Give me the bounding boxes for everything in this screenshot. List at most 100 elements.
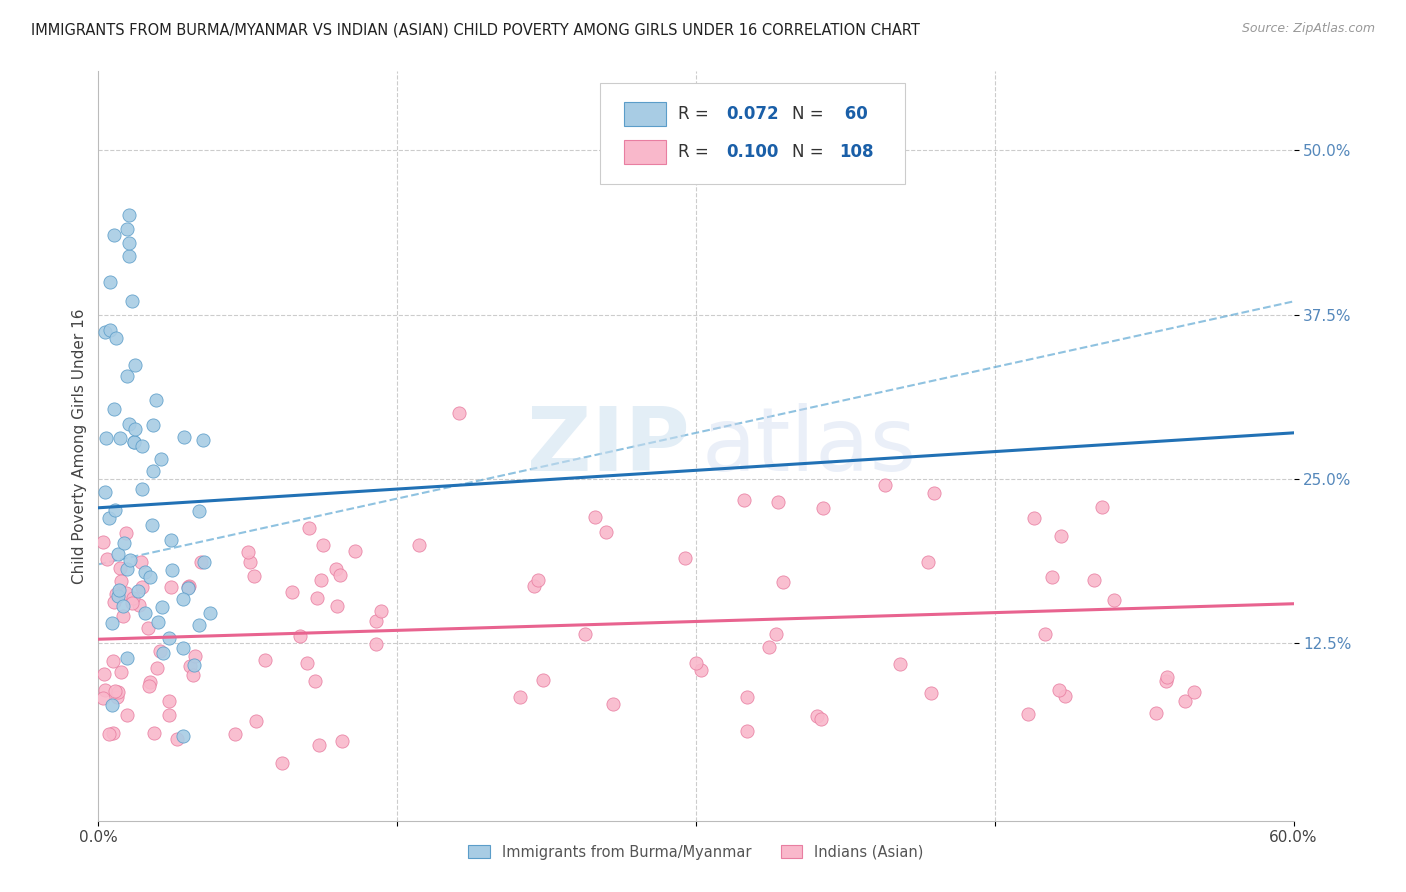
Point [330,734,353,748]
Point [121,591,143,605]
Point [408,538,430,552]
Point [190,555,212,569]
Point [115,221,138,235]
Point [103,595,125,609]
Point [922,486,945,500]
Point [1053,689,1076,703]
Point [366,637,388,651]
Point [98,727,121,741]
Point [1091,500,1114,514]
Point [103,502,125,516]
Point [811,500,834,515]
Point [523,578,546,592]
Point [810,712,832,726]
Point [160,563,183,577]
FancyBboxPatch shape [624,139,666,163]
Point [101,615,124,630]
Point [104,683,127,698]
Point [1050,529,1073,543]
Point [806,708,828,723]
Point [198,606,221,620]
Point [172,730,194,744]
Point [574,626,596,640]
Text: 108: 108 [839,143,875,161]
Point [105,690,128,704]
Point [179,658,201,673]
Point [326,599,349,614]
Point [134,606,156,620]
Point [141,518,163,533]
Point [889,657,911,672]
Point [193,555,215,569]
Point [595,524,617,539]
Text: 0.072: 0.072 [725,105,779,123]
Point [239,555,262,569]
Point [685,657,707,671]
Point [122,434,145,449]
Point [98,275,121,289]
Point [101,654,124,668]
Point [1033,627,1056,641]
Point [91,690,114,705]
Point [875,478,897,492]
Point [758,640,780,655]
Point [96,552,118,566]
Text: atlas: atlas [702,402,917,490]
Point [308,738,330,752]
Point [117,562,139,576]
Point [94,484,117,499]
Point [1154,673,1177,688]
Point [142,464,165,478]
Point [160,533,183,548]
Point [122,434,145,449]
Point [124,422,146,436]
Point [177,580,200,594]
Point [150,599,173,614]
Point [309,573,332,587]
Point [1024,511,1046,525]
Point [1173,693,1195,707]
Point [115,708,138,723]
FancyBboxPatch shape [624,102,666,126]
Point [128,598,150,612]
Point [98,511,121,525]
Text: 0.100: 0.100 [725,143,779,161]
Point [103,227,125,242]
Point [675,551,697,566]
Point [93,325,115,339]
Point [183,657,205,672]
Point [110,431,132,445]
FancyBboxPatch shape [600,83,905,184]
Text: ZIP: ZIP [527,402,690,490]
Point [271,756,294,770]
Point [583,510,606,524]
Point [101,726,124,740]
Point [1017,706,1039,721]
Point [280,585,302,599]
Point [288,629,311,643]
Point [93,666,115,681]
Point [187,504,209,518]
Point [111,609,134,624]
Point [131,483,153,497]
Point [124,358,146,372]
Point [117,417,139,431]
Point [138,679,160,693]
Point [311,538,333,552]
Point [100,698,122,712]
Point [149,644,172,658]
Text: R =: R = [678,105,714,123]
Point [110,665,132,680]
Point [157,632,180,646]
Point [735,690,758,705]
Point [447,406,470,420]
Text: N =: N = [792,105,828,123]
Point [166,732,188,747]
Point [370,605,392,619]
Point [1040,570,1063,584]
Point [160,580,183,594]
Point [689,663,711,677]
Point [146,615,169,629]
Point [325,562,347,576]
Point [1083,573,1105,587]
